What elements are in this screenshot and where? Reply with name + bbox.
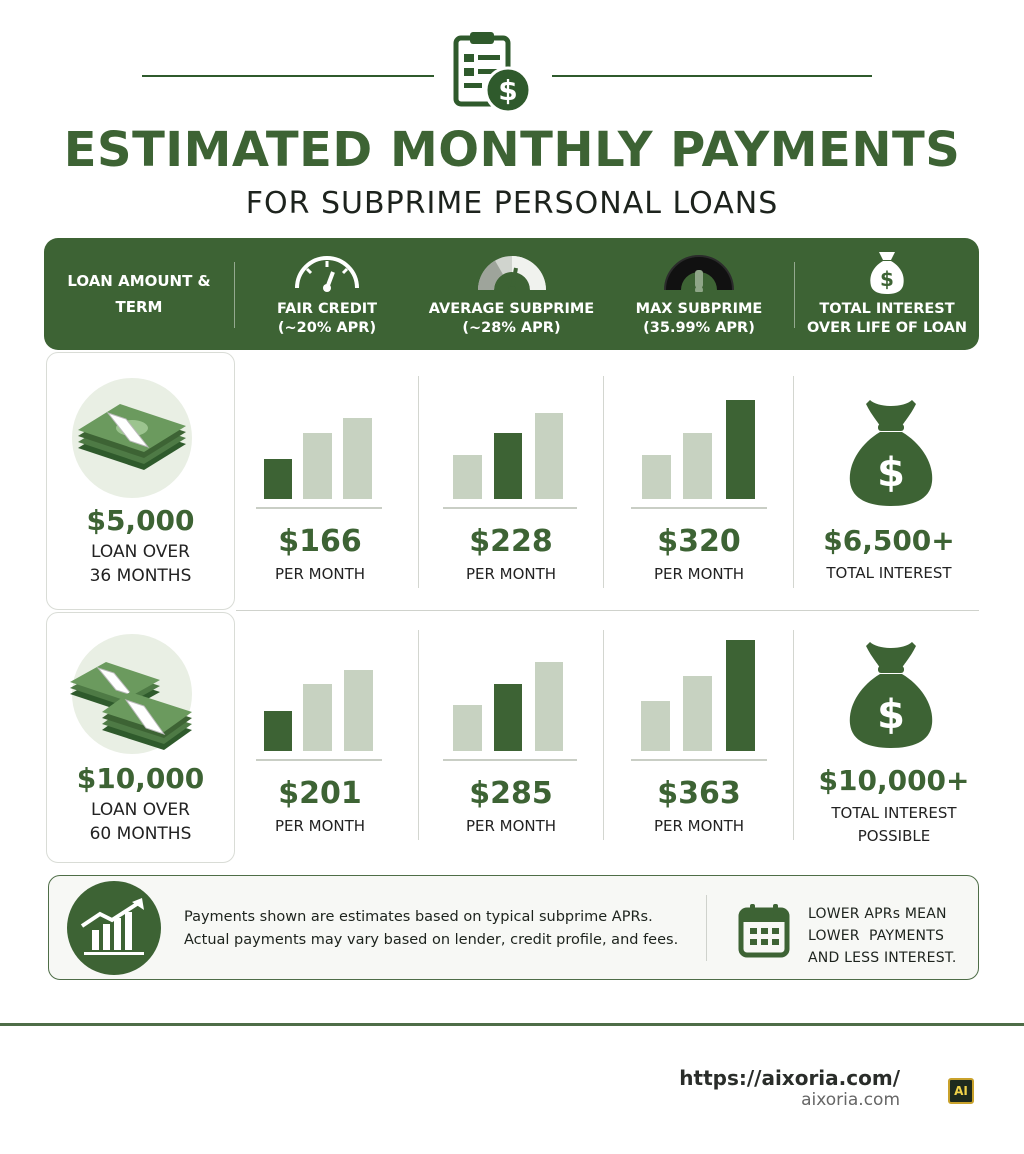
bar-high (343, 418, 372, 499)
bar-low (453, 455, 482, 499)
monthly-payment: $201 (278, 776, 362, 811)
page-title: ESTIMATED MONTHLY PAYMENTS (63, 122, 961, 178)
column-divider (418, 630, 419, 840)
ai-logo-badge: AI (948, 1078, 974, 1104)
bar-mid (683, 676, 712, 751)
gauge-mid-icon (477, 256, 546, 292)
header-average-subprime: AVERAGE SUBPRIME (~28% APR) (419, 238, 604, 350)
disclaimer-text: Payments shown are estimates based on ty… (184, 909, 679, 948)
bar-baseline (631, 759, 767, 761)
money-bag-icon: $ (849, 642, 933, 748)
monthly-payment: $363 (657, 776, 741, 811)
money-bag-icon: $ (849, 400, 933, 506)
column-divider (793, 630, 794, 840)
lower-apr-note: LOWER APRs MEAN LOWER PAYMENTS AND LESS … (808, 906, 957, 966)
footer-url-link[interactable]: https://aixoria.com/ (679, 1066, 900, 1090)
top-rule-right (552, 75, 872, 77)
total-interest-label: TOTAL INTEREST POSSIBLE (831, 804, 957, 845)
header-loan-amount: LOAN AMOUNT & TERM (44, 238, 234, 350)
footer-domain: aixoria.com (801, 1090, 900, 1110)
total-interest-value: $10,000+ (818, 764, 970, 797)
bar-baseline (443, 759, 577, 761)
table-header: LOAN AMOUNT & TERM FAIR CREDIT (~20% APR… (44, 238, 979, 350)
header-fair-credit-label: FAIR CREDIT (~20% APR) (276, 301, 378, 336)
per-month-label: PER MONTH (274, 565, 366, 583)
bar-mid (303, 433, 332, 499)
per-month-label: PER MONTH (653, 817, 745, 835)
note-divider (706, 895, 707, 961)
header-max-subprime: MAX SUBPRIME (35.99% APR) (604, 238, 794, 350)
bar-baseline (256, 507, 382, 509)
header-divider (234, 262, 235, 328)
money-bag-icon: $ (870, 252, 904, 294)
monthly-payment: $285 (469, 776, 553, 811)
top-rule-left (142, 75, 434, 77)
loan-term-36: LOAN OVER 36 MONTHS (89, 542, 192, 586)
monthly-payment: $320 (657, 524, 741, 559)
gauge-low-icon (295, 256, 359, 292)
chart-growth-icon (80, 898, 144, 955)
bar-low (641, 701, 670, 751)
cash-stack-icon (78, 404, 186, 470)
cash-stack-icon (70, 662, 192, 750)
header-average-subprime-label: AVERAGE SUBPRIME (~28% APR) (428, 301, 595, 336)
column-divider (418, 376, 419, 588)
bar-high (726, 400, 755, 499)
per-month-label: PER MONTH (653, 565, 745, 583)
bar-low (642, 455, 671, 499)
total-interest-value: $6,500+ (823, 524, 955, 557)
header-loan-amount-label: LOAN AMOUNT & TERM (67, 272, 211, 316)
svg-text:$: $ (877, 450, 905, 496)
bar-mid (303, 684, 332, 751)
bar-mid (494, 433, 522, 499)
column-divider (603, 630, 604, 840)
bar-low (264, 711, 292, 751)
gauge-high-icon (664, 255, 734, 292)
bar-mid (494, 684, 522, 751)
disclaimer-box (48, 875, 979, 980)
per-month-label: PER MONTH (465, 565, 557, 583)
header-max-subprime-label: MAX SUBPRIME (35.99% APR) (635, 301, 763, 336)
bar-baseline (256, 759, 382, 761)
bar-baseline (631, 507, 767, 509)
bar-high (344, 670, 373, 751)
bar-baseline (443, 507, 577, 509)
bar-low (453, 705, 482, 751)
bar-high (535, 662, 563, 751)
calendar-icon (738, 904, 790, 958)
header-total-interest: $ TOTAL INTEREST OVER LIFE OF LOAN (795, 238, 979, 350)
svg-text:$: $ (498, 74, 517, 107)
column-divider (793, 376, 794, 588)
footer-rule (0, 1023, 1024, 1026)
monthly-payment: $228 (469, 524, 553, 559)
svg-text:$: $ (877, 692, 905, 738)
page-subtitle: FOR SUBPRIME PERSONAL LOANS (245, 186, 779, 221)
column-divider (603, 376, 604, 588)
bar-high (726, 640, 755, 751)
bar-low (264, 459, 292, 499)
header-total-interest-label: TOTAL INTEREST OVER LIFE OF LOAN (806, 301, 968, 336)
bar-mid (683, 433, 712, 499)
bar-high (535, 413, 563, 499)
per-month-label: PER MONTH (274, 817, 366, 835)
row-divider (236, 610, 979, 611)
header-fair-credit: FAIR CREDIT (~20% APR) (235, 238, 419, 350)
loan-amount-10000: $10,000 (76, 762, 205, 795)
loan-amount-5000: $5,000 (86, 504, 195, 537)
total-interest-label: TOTAL INTEREST (826, 564, 952, 582)
loan-term-60: LOAN OVER 60 MONTHS (89, 800, 192, 844)
clipboard-dollar-icon: $ (450, 28, 538, 116)
header-divider (794, 262, 795, 328)
monthly-payment: $166 (278, 524, 362, 559)
svg-text:$: $ (880, 267, 894, 291)
per-month-label: PER MONTH (465, 817, 557, 835)
